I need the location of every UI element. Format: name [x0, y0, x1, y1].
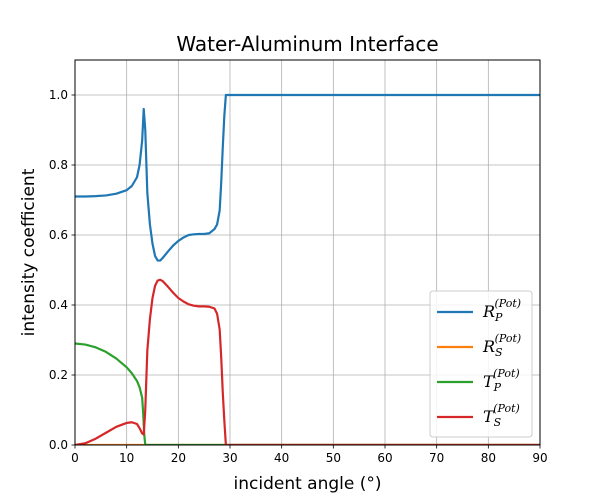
legend-box — [429, 290, 533, 438]
chart-title: Water-Aluminum Interface — [176, 32, 438, 56]
x-ticks: 0 10 20 30 40 50 60 70 80 90 — [71, 445, 548, 465]
x-axis-label: incident angle (°) — [234, 474, 382, 494]
legend: RP(Pot) RS(Pot) TP(Pot) TS(Pot) — [429, 290, 533, 438]
x-tick-label: 60 — [377, 451, 392, 465]
y-tick-label: 0.6 — [49, 228, 68, 242]
series-group — [75, 93, 540, 445]
y-ticks: 0.0 0.2 0.4 0.6 0.8 1.0 — [49, 88, 75, 452]
legend-label-0: RP(Pot) — [482, 297, 521, 324]
x-tick-label: 50 — [326, 451, 341, 465]
legend-label-1: RS(Pot) — [482, 332, 521, 359]
x-tick-label: 0 — [71, 451, 79, 465]
y-tick-label: 0.0 — [49, 438, 68, 452]
x-tick-label: 80 — [481, 451, 496, 465]
series-line-2 — [75, 342, 540, 445]
plot-frame — [74, 59, 541, 446]
series-line-3 — [75, 278, 540, 445]
x-tick-label: 20 — [171, 451, 186, 465]
x-tick-label: 30 — [222, 451, 237, 465]
legend-label-2: TP(Pot) — [483, 367, 520, 394]
y-axis-label: intensity coefficient — [19, 168, 39, 336]
x-tick-label: 90 — [532, 451, 547, 465]
legend-label-3: TS(Pot) — [483, 402, 520, 429]
series-line-0 — [75, 93, 540, 262]
x-tick-label: 40 — [274, 451, 289, 465]
y-tick-label: 0.4 — [49, 298, 68, 312]
y-tick-label: 0.2 — [49, 368, 68, 382]
x-tick-label: 10 — [119, 451, 134, 465]
y-tick-label: 0.8 — [49, 158, 68, 172]
y-tick-label: 1.0 — [49, 88, 68, 102]
x-tick-label: 70 — [429, 451, 444, 465]
